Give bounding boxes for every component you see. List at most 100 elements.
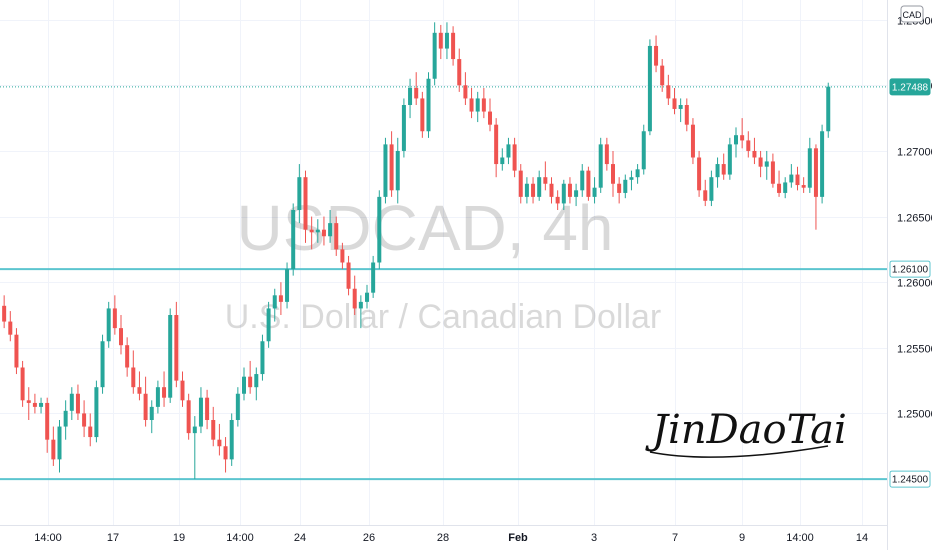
time-tick-label: 14 (856, 532, 868, 544)
price-tick-label: 1.26500 (897, 213, 932, 225)
candle-body (580, 170, 585, 191)
price-tags: 1.27488 1.26100 1.24500 (889, 78, 931, 488)
candle-body (438, 32, 443, 49)
candle-body (690, 124, 695, 158)
candle-body (512, 144, 517, 171)
currency-badge-label: CAD (902, 10, 922, 20)
candle-body (715, 164, 720, 178)
candle-body (143, 393, 148, 420)
candle-body (783, 182, 788, 193)
currency-badge[interactable]: CAD (900, 5, 924, 23)
candle-body (524, 183, 529, 197)
candle-body (758, 157, 763, 167)
candle-body (641, 131, 646, 170)
candle-body (358, 301, 363, 309)
candle-body (291, 210, 296, 270)
time-axis-labels: 14:00 17 19 14:00 24 26 28 Feb 3 7 9 14:00 14 (34, 532, 868, 544)
candle-body (174, 315, 179, 381)
candle-body (371, 262, 376, 293)
candle-body (451, 32, 456, 60)
candle-body (340, 249, 345, 263)
candle-body (401, 105, 406, 151)
candle-body (82, 413, 87, 427)
time-tick-label: 17 (107, 532, 119, 544)
candle-body (26, 400, 31, 403)
candle-body (217, 439, 222, 447)
candle-body (408, 87, 413, 105)
candle-body (561, 183, 566, 204)
price-tick-label: 1.26000 (897, 278, 932, 290)
candle-body (678, 105, 683, 109)
candle-body (654, 45, 659, 66)
candle-body (734, 135, 738, 145)
candle-body (297, 177, 302, 210)
candle-body (229, 420, 234, 460)
candle-body (488, 111, 492, 125)
price-tag-label: 1.26100 (892, 265, 929, 276)
price-axis-labels: 1.280001.275001.270001.265001.260001.255… (897, 16, 932, 421)
candle-body (820, 131, 825, 197)
candle-body (420, 98, 425, 132)
candle-body (106, 308, 111, 342)
candle-body (463, 85, 468, 99)
candle-body (611, 164, 615, 184)
candle-body (598, 144, 603, 188)
candle-body (635, 169, 640, 178)
candle-body (475, 98, 480, 112)
time-tick-label: 24 (294, 532, 306, 544)
candle-body (389, 144, 394, 191)
candle-body (617, 183, 622, 193)
candle-body (684, 105, 689, 125)
candle-body (137, 387, 142, 394)
candle-body (365, 292, 369, 302)
candle-body (697, 157, 702, 191)
candle-body (746, 140, 751, 151)
candle-body (574, 190, 579, 197)
candle-body (377, 196, 382, 263)
candle-body (672, 98, 677, 109)
candle-body (14, 334, 19, 368)
candle-body (604, 144, 609, 165)
horizontal-levels (0, 268, 887, 481)
candle-body (112, 308, 117, 329)
candle-body (770, 161, 775, 184)
candle-body (88, 426, 93, 438)
time-tick-label: Feb (508, 532, 528, 544)
candle-body (346, 262, 351, 289)
candle-body (426, 78, 431, 132)
candle-body (592, 187, 597, 197)
candle-body (20, 367, 25, 401)
time-tick-label: 9 (739, 532, 745, 544)
time-tick-label: 28 (437, 532, 449, 544)
time-tick-label: 14:00 (34, 532, 62, 544)
candle-body (248, 376, 253, 388)
candle-body (309, 229, 314, 233)
candle-body (537, 177, 542, 197)
grid-lines (0, 0, 887, 525)
candle-body (94, 387, 99, 438)
candle-body (285, 269, 290, 302)
time-axis[interactable]: 14:00 17 19 14:00 24 26 28 Feb 3 7 9 14:00 14 (0, 525, 887, 545)
currency-badge-box (900, 5, 924, 23)
candle-body (254, 374, 259, 388)
candle-body (334, 223, 339, 250)
candle-body (395, 150, 400, 191)
candle-body (205, 397, 210, 420)
candle-body (303, 177, 308, 230)
price-tag-label: 1.24500 (892, 475, 929, 486)
time-tick-label: 14:00 (786, 532, 814, 544)
candle-body (100, 341, 105, 388)
time-tick-label: 14:00 (226, 532, 254, 544)
candle-body (500, 157, 505, 165)
signature-text: JinDaoTai (645, 407, 847, 453)
candle-body (162, 387, 167, 398)
candle-body (119, 328, 123, 346)
candle-body (647, 45, 652, 132)
candle-body (586, 170, 591, 197)
candle-body (795, 174, 800, 186)
candle-body (666, 85, 671, 99)
candle-body (481, 98, 486, 112)
candle-body (186, 400, 191, 434)
candle-body (32, 402, 37, 407)
